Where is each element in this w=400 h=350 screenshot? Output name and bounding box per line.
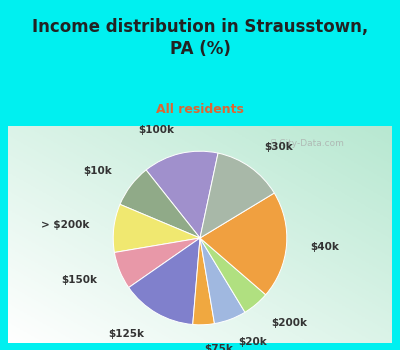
Text: $10k: $10k — [83, 166, 112, 176]
Text: $150k: $150k — [61, 275, 97, 285]
Text: $30k: $30k — [264, 142, 293, 153]
Wedge shape — [200, 153, 274, 238]
Wedge shape — [193, 238, 214, 325]
Text: Income distribution in Strausstown,
PA (%): Income distribution in Strausstown, PA (… — [32, 18, 368, 58]
Wedge shape — [120, 170, 200, 238]
Text: $200k: $200k — [272, 318, 308, 328]
Text: $100k: $100k — [139, 125, 175, 135]
Text: > $200k: > $200k — [41, 220, 90, 230]
Wedge shape — [200, 238, 266, 312]
Text: ⓘ City-Data.com: ⓘ City-Data.com — [271, 139, 344, 148]
Wedge shape — [146, 151, 218, 238]
Text: $75k: $75k — [205, 344, 234, 350]
Text: All residents: All residents — [156, 103, 244, 116]
Text: $125k: $125k — [108, 329, 144, 339]
Wedge shape — [114, 238, 200, 288]
Text: $20k: $20k — [239, 337, 268, 347]
Wedge shape — [113, 204, 200, 252]
Wedge shape — [200, 238, 245, 324]
Wedge shape — [200, 193, 287, 295]
Wedge shape — [129, 238, 200, 324]
Text: $40k: $40k — [311, 242, 340, 252]
